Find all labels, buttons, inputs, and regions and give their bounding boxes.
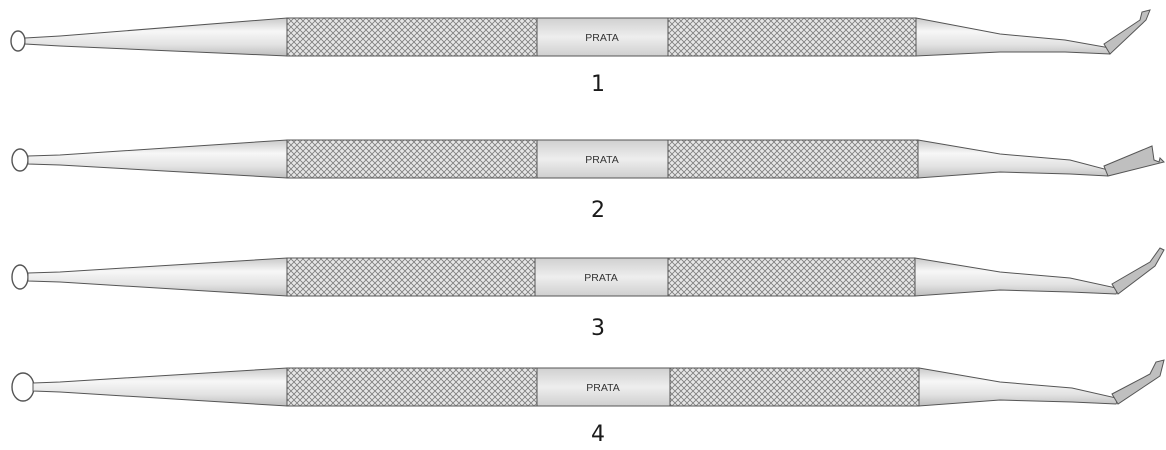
angled-tip-icon <box>1103 9 1151 55</box>
instrument-number: 1 <box>591 72 605 97</box>
left-shank <box>32 367 288 407</box>
instrument-number: 4 <box>591 422 605 447</box>
instrument-3: PRATA 3 <box>0 232 1166 342</box>
brand-label: PRATA <box>585 154 618 166</box>
handle-band <box>534 257 669 297</box>
handle-knurl-right <box>667 257 916 297</box>
handle-band <box>536 139 669 179</box>
instrument-1-drawing: PRATA <box>10 9 1151 57</box>
handle-band <box>536 367 671 407</box>
brand-label: PRATA <box>585 32 618 44</box>
instrument-3-drawing: PRATA <box>11 247 1165 297</box>
spoon-tip-icon <box>10 30 26 52</box>
handle-knurl-left <box>286 257 536 297</box>
right-shank <box>917 139 1115 179</box>
right-shank <box>915 17 1119 57</box>
handle-knurl-right <box>667 17 917 57</box>
instrument-number: 3 <box>591 316 605 341</box>
brand-label: PRATA <box>584 272 617 284</box>
right-shank <box>918 367 1123 407</box>
spoon-tip-icon <box>11 264 29 290</box>
instrument-4-drawing: PRATA <box>11 359 1165 407</box>
left-shank <box>24 17 288 57</box>
right-shank <box>914 257 1123 297</box>
brand-label: PRATA <box>586 382 619 394</box>
instrument-1: PRATA 1 <box>0 0 1166 110</box>
instrument-4: PRATA 4 <box>0 340 1166 450</box>
handle-band <box>536 17 669 57</box>
handle-knurl-left <box>286 139 538 179</box>
angled-tip-icon <box>1103 145 1165 177</box>
handle-knurl-right <box>669 367 920 407</box>
left-shank <box>27 257 288 297</box>
handle-knurl-left <box>286 17 538 57</box>
handle-knurl-right <box>667 139 919 179</box>
instrument-2-drawing: PRATA <box>11 139 1165 179</box>
instrument-2: PRATA 2 <box>0 118 1166 228</box>
handle-knurl-left <box>286 367 538 407</box>
instrument-number: 2 <box>591 198 605 223</box>
angled-tip-icon <box>1111 247 1165 295</box>
angled-tip-icon <box>1111 359 1165 405</box>
spoon-tip-icon <box>11 148 29 172</box>
spoon-tip-icon <box>11 372 35 402</box>
left-shank <box>27 139 288 179</box>
